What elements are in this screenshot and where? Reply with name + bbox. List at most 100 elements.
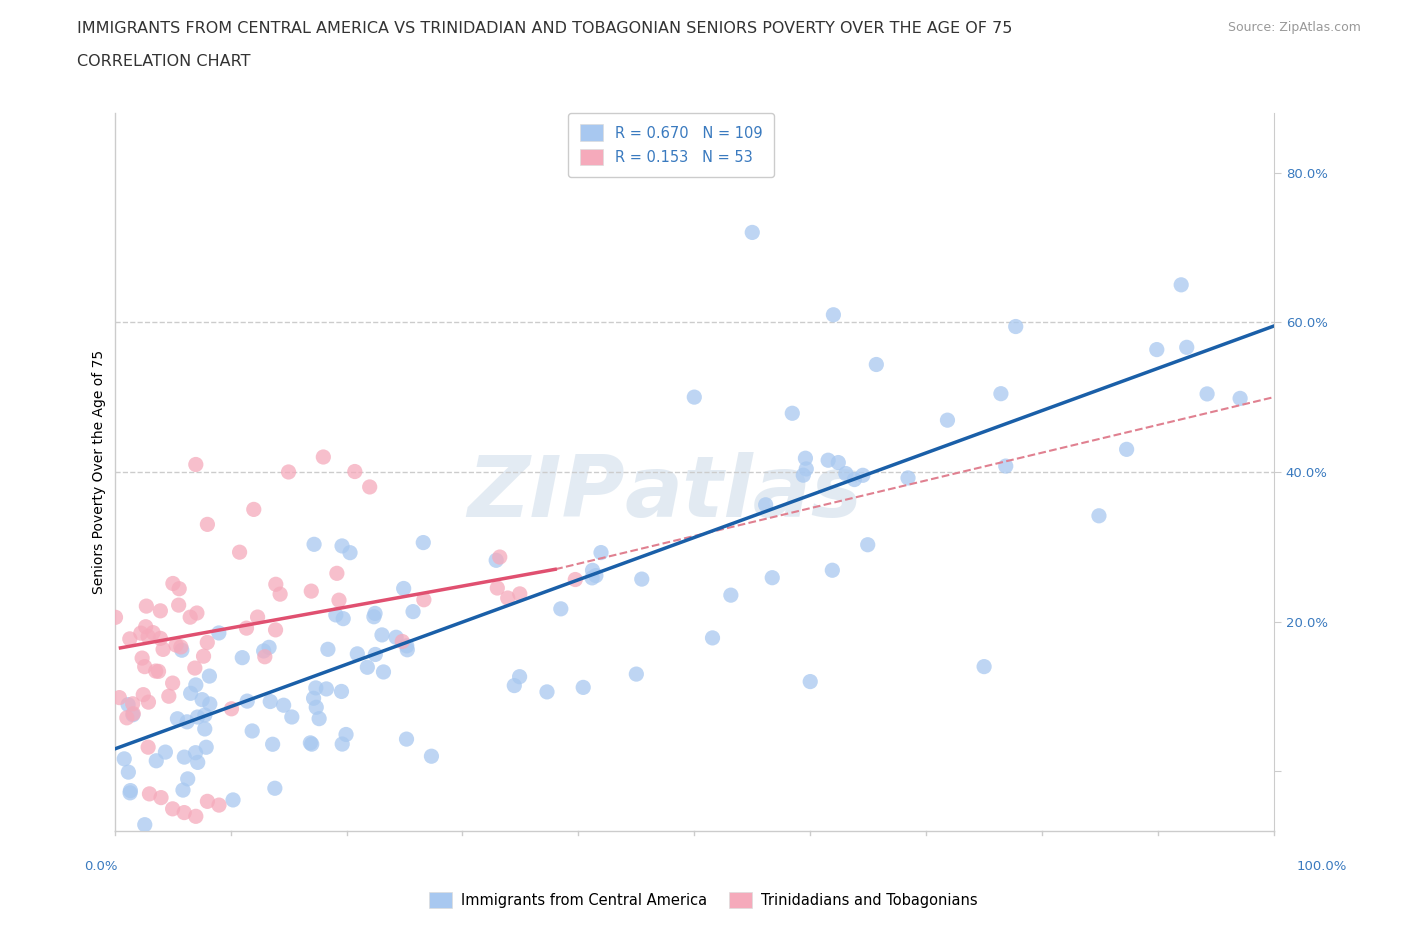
Point	[339, 545, 361, 560]
Point	[305, 700, 328, 715]
Point	[191, 692, 214, 707]
Point	[235, 620, 257, 635]
Point	[170, 640, 193, 655]
Point	[198, 697, 221, 711]
Point	[162, 676, 184, 691]
Point	[176, 714, 198, 729]
Point	[195, 740, 218, 755]
Point	[755, 498, 778, 512]
Point	[856, 538, 879, 552]
Point	[162, 802, 184, 817]
Point	[990, 386, 1012, 401]
Point	[817, 453, 839, 468]
Point	[149, 604, 172, 618]
Point	[173, 750, 195, 764]
Point	[184, 677, 207, 692]
Point	[121, 697, 143, 711]
Point	[117, 764, 139, 779]
Point	[198, 669, 221, 684]
Point	[264, 577, 287, 591]
Point	[702, 631, 724, 645]
Point	[585, 568, 607, 583]
Point	[222, 792, 245, 807]
Point	[240, 724, 263, 738]
Point	[782, 405, 804, 420]
Point	[155, 745, 177, 760]
Point	[330, 538, 353, 553]
Point	[277, 464, 299, 480]
Point	[509, 670, 531, 684]
Point	[177, 772, 200, 787]
Point	[134, 659, 156, 674]
Point	[799, 674, 821, 689]
Point	[346, 646, 368, 661]
Point	[186, 605, 208, 620]
Point	[420, 749, 443, 764]
Point	[827, 455, 849, 470]
Point	[488, 550, 510, 565]
Point	[132, 687, 155, 702]
Point	[326, 565, 349, 580]
Text: IMMIGRANTS FROM CENTRAL AMERICA VS TRINIDADIAN AND TOBAGONIAN SENIORS POVERTY OV: IMMIGRANTS FROM CENTRAL AMERICA VS TRINI…	[77, 21, 1012, 36]
Point	[257, 640, 280, 655]
Point	[412, 592, 434, 607]
Point	[308, 711, 330, 726]
Point	[363, 609, 385, 624]
Point	[136, 629, 159, 644]
Point	[412, 535, 434, 550]
Point	[136, 739, 159, 754]
Point	[269, 587, 291, 602]
Point	[118, 631, 141, 646]
Point	[994, 458, 1017, 473]
Point	[391, 634, 413, 649]
Point	[373, 665, 395, 680]
Point	[852, 468, 875, 483]
Point	[302, 537, 325, 551]
Point	[138, 695, 160, 710]
Point	[104, 610, 127, 625]
Text: Source: ZipAtlas.com: Source: ZipAtlas.com	[1227, 21, 1361, 34]
Point	[281, 710, 304, 724]
Legend: R = 0.670   N = 109, R = 0.153   N = 53: R = 0.670 N = 109, R = 0.153 N = 53	[568, 113, 775, 177]
Point	[195, 635, 218, 650]
Point	[157, 689, 180, 704]
Point	[120, 783, 142, 798]
Text: atlas: atlas	[624, 452, 863, 535]
Point	[184, 660, 207, 675]
Point	[108, 690, 131, 705]
Point	[187, 710, 209, 724]
Point	[138, 787, 160, 802]
Point	[299, 736, 322, 751]
Point	[741, 225, 763, 240]
Point	[299, 584, 322, 599]
Point	[330, 737, 353, 751]
Point	[330, 684, 353, 698]
Point	[509, 587, 531, 602]
Point	[253, 644, 276, 658]
Point	[167, 598, 190, 613]
Point	[148, 664, 170, 679]
Text: CORRELATION CHART: CORRELATION CHART	[77, 54, 250, 69]
Point	[187, 755, 209, 770]
Point	[208, 626, 231, 641]
Point	[242, 502, 264, 517]
Point	[208, 798, 231, 813]
Point	[486, 580, 509, 595]
Point	[180, 685, 202, 700]
Point	[536, 684, 558, 699]
Point	[581, 570, 603, 585]
Point	[262, 737, 284, 751]
Point	[273, 698, 295, 712]
Point	[167, 581, 190, 596]
Point	[179, 610, 201, 625]
Point	[115, 711, 138, 725]
Point	[589, 545, 612, 560]
Point	[166, 711, 188, 726]
Point	[165, 638, 187, 653]
Legend: Immigrants from Central America, Trinidadians and Tobagonians: Immigrants from Central America, Trinida…	[423, 886, 983, 913]
Point	[264, 622, 287, 637]
Point	[1170, 277, 1192, 292]
Point	[792, 468, 814, 483]
Point	[359, 480, 381, 495]
Point	[120, 786, 142, 801]
